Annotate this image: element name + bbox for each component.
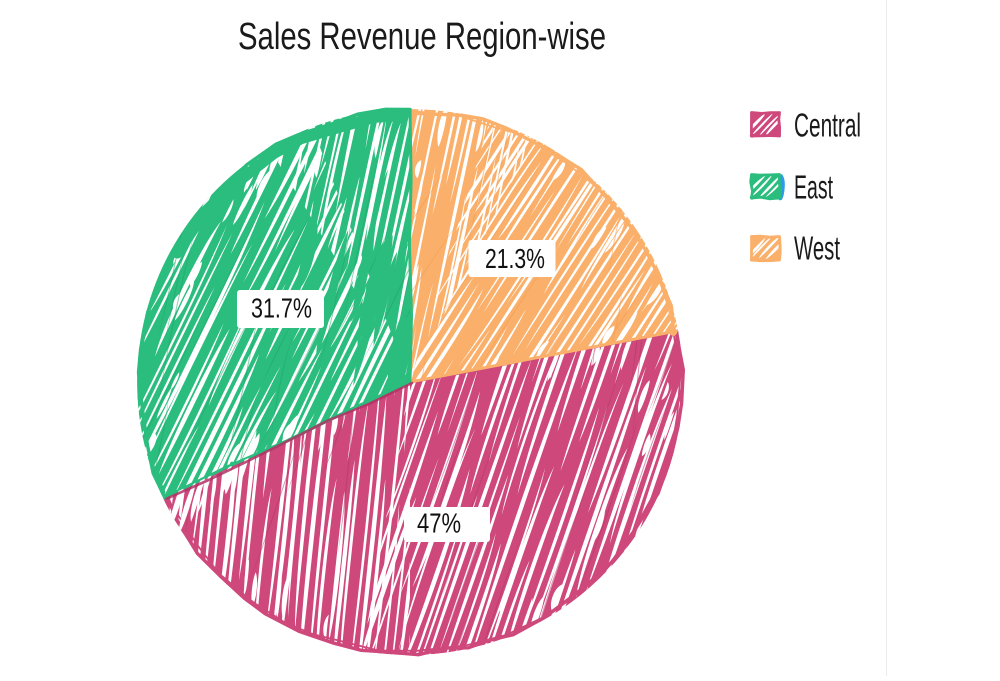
svg-text:47%: 47% xyxy=(417,508,461,539)
svg-text:West: West xyxy=(794,230,840,267)
svg-text:East: East xyxy=(794,169,833,206)
svg-text:21.3%: 21.3% xyxy=(485,243,545,274)
svg-text:31.7%: 31.7% xyxy=(251,293,312,324)
svg-text:Central: Central xyxy=(794,107,861,144)
svg-text:Sales Revenue Region-wise: Sales Revenue Region-wise xyxy=(238,16,606,58)
